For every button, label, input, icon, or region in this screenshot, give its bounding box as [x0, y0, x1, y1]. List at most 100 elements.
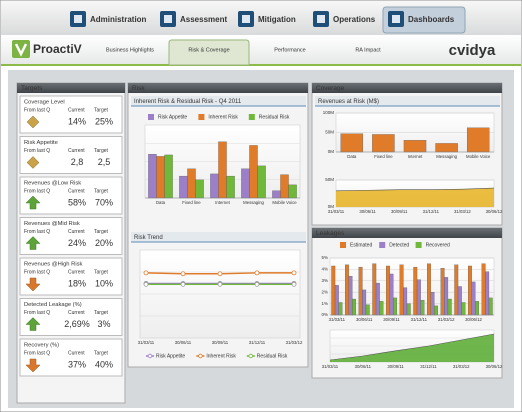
- point: [291, 270, 297, 276]
- bar: [471, 281, 476, 316]
- x-tick-label: 31/03/12: [286, 340, 303, 345]
- column-header: Current: [68, 269, 85, 275]
- x-tick-label: 31/03/11: [328, 209, 345, 214]
- bar: [187, 168, 196, 199]
- brand-logo: cvidya: [449, 42, 496, 59]
- x-tick-label: 30/06/11: [355, 364, 372, 369]
- point: [180, 281, 186, 287]
- bar: [393, 297, 397, 316]
- x-tick-label: 30/09/11: [383, 317, 400, 322]
- nav-tab[interactable]: Dashboards: [408, 15, 455, 24]
- bar: [413, 266, 418, 316]
- bar: [416, 279, 421, 316]
- target-value: 3%: [97, 319, 110, 329]
- target-card: [19, 95, 123, 134]
- card-title: Detected Leakage (%): [24, 302, 82, 308]
- y-tick-label: 4%: [321, 267, 328, 272]
- target-card: [19, 217, 123, 255]
- x-tick-label: 31/03/12: [453, 364, 470, 369]
- y-tick-label: 2%: [321, 289, 328, 294]
- bar: [447, 298, 452, 316]
- bar: [362, 289, 367, 316]
- x-tick-label: 31/03/11: [138, 340, 155, 345]
- panel-title: Risk: [132, 85, 145, 92]
- x-tick-label: 30/09/11: [387, 364, 404, 369]
- x-tick-label: Mobile Voice: [272, 200, 297, 205]
- column-header: Current: [68, 229, 85, 235]
- bar: [257, 165, 266, 199]
- card-title: Risk Appetite: [24, 140, 58, 146]
- legend-label: Detected: [389, 242, 409, 248]
- bar: [434, 305, 438, 316]
- bar: [485, 271, 490, 316]
- bar: [454, 264, 459, 316]
- trend-neutral: [26, 156, 40, 169]
- legend-marker: [248, 353, 253, 359]
- bar: [334, 285, 339, 316]
- y-tick-label: 3%: [321, 278, 328, 283]
- bar: [375, 282, 380, 316]
- point: [143, 270, 149, 276]
- bar: [280, 174, 289, 199]
- bar: [348, 276, 353, 316]
- bar: [430, 292, 435, 316]
- x-tick-label: 30/06/11: [356, 317, 373, 322]
- column-header: Current: [68, 107, 85, 113]
- column-header: Current: [68, 310, 85, 316]
- trend-down: [25, 358, 41, 373]
- point: [180, 271, 186, 277]
- legend-label: Residual Risk: [259, 114, 290, 120]
- current-value: 58%: [68, 197, 86, 207]
- column-header: Target: [94, 107, 109, 113]
- trend-up: [25, 195, 41, 210]
- chart-title-bar: [315, 96, 500, 106]
- bar: [379, 301, 384, 316]
- y-tick-label: 0M: [328, 204, 335, 209]
- x-tick-label: 31/12/11: [411, 317, 428, 322]
- sub-tab[interactable]: Business Highlights: [106, 47, 154, 53]
- bar: [340, 133, 364, 153]
- bar: [352, 298, 356, 316]
- logo-mark: [14, 43, 28, 57]
- panel-title: Targets: [21, 85, 43, 92]
- current-value: 2,69%: [64, 319, 90, 329]
- sub-tab[interactable]: Performance: [274, 47, 306, 53]
- column-header: Target: [94, 350, 109, 356]
- target-card: [19, 298, 123, 336]
- nav-tab[interactable]: Assessment: [180, 15, 227, 24]
- bar: [403, 140, 427, 153]
- nav-tab[interactable]: Mitigation: [258, 15, 296, 24]
- bar: [457, 286, 462, 316]
- target-card: [19, 257, 123, 296]
- card-title: Revenues @Mid Risk: [24, 221, 80, 227]
- y-tick-label: 1%: [321, 301, 328, 306]
- sub-tab[interactable]: RA Impact: [355, 47, 381, 53]
- trend-up: [25, 317, 41, 331]
- panel-title: Coverage: [316, 85, 345, 92]
- legend-marker: [198, 353, 203, 359]
- x-tick-label: 31/12/11: [249, 340, 266, 345]
- legend-marker: [147, 353, 153, 359]
- nav-tab[interactable]: Administration: [90, 15, 147, 24]
- tab-icon-inner: [317, 15, 325, 23]
- nav-tab[interactable]: Operations: [333, 15, 376, 24]
- tab-icon-inner: [164, 15, 172, 23]
- sub-tab[interactable]: Risk & Coverage: [188, 47, 229, 53]
- column-header: Target: [94, 269, 109, 275]
- column-header: Current: [68, 350, 85, 356]
- x-tick-label: Data: [156, 200, 166, 205]
- x-tick-label: 30/06/12: [465, 317, 482, 322]
- point: [291, 281, 297, 287]
- x-tick-label: 31/12/11: [420, 364, 437, 369]
- legend-swatch: [415, 242, 422, 248]
- bar: [399, 264, 404, 316]
- card-title: Revenues @Low Risk: [24, 181, 81, 187]
- bar: [195, 179, 204, 199]
- bar: [435, 143, 458, 153]
- tab-icon-inner: [242, 15, 250, 23]
- bar: [272, 190, 281, 199]
- legend-swatch: [248, 114, 255, 120]
- y-tick-label: 0%: [321, 312, 328, 317]
- x-tick-label: Internet: [408, 154, 423, 159]
- y-tick-label: 5%: [321, 255, 328, 260]
